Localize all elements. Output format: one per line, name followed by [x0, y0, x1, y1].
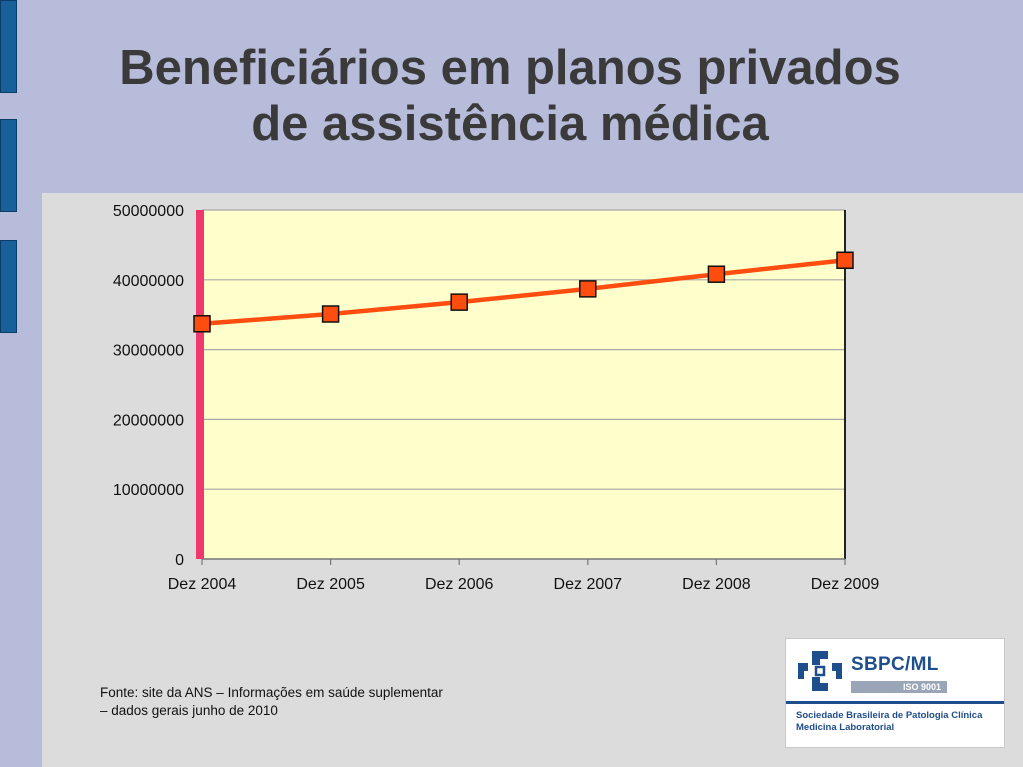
logo-iso-badge: ISO 9001 — [851, 681, 947, 693]
logo-divider — [786, 701, 1004, 704]
y-tick-label: 40000000 — [113, 273, 184, 290]
source-note-line1: Fonte: site da ANS – Informações em saúd… — [100, 685, 443, 700]
logo-subtitle-line1: Sociedade Brasileira de Patologia Clínic… — [796, 710, 983, 721]
slide-title-line2: de assistência médica — [251, 97, 769, 151]
x-tick-label: Dez 2004 — [168, 576, 237, 593]
y-tick-label: 30000000 — [113, 343, 184, 360]
y-tick-label: 10000000 — [113, 482, 184, 499]
x-tick-label: Dez 2007 — [554, 576, 623, 593]
sbpc-emblem-icon — [798, 651, 842, 691]
data-point-marker — [450, 293, 468, 311]
x-tick-label: Dez 2006 — [425, 576, 494, 593]
x-tick-label: Dez 2009 — [811, 576, 880, 593]
y-axis-bar — [196, 210, 204, 559]
x-tick-label: Dez 2005 — [296, 576, 365, 593]
y-tick-label: 50000000 — [113, 203, 184, 220]
line-chart: 0 10000000 20000000 30000000 40000000 5000000… — [113, 203, 880, 593]
y-tick-label: 20000000 — [113, 412, 184, 429]
x-tick-label: Dez 2008 — [682, 576, 751, 593]
sbpc-logo: SBPC/ML ISO 9001 Sociedade Brasileira de… — [785, 638, 1005, 748]
source-note: Fonte: site da ANS – Informações em saúd… — [100, 684, 520, 720]
side-tab-middle — [0, 119, 17, 212]
data-point-marker — [321, 305, 340, 323]
logo-subtitle: Sociedade Brasileira de Patologia Clínic… — [796, 710, 1001, 734]
data-point-marker — [707, 265, 726, 283]
data-point-marker — [579, 280, 597, 298]
logo-name: SBPC/ML — [851, 654, 939, 675]
side-tab-bottom — [0, 240, 17, 333]
plot-area — [202, 210, 845, 559]
data-point-marker — [193, 315, 211, 333]
series-line — [201, 258, 846, 327]
slide-title-line1: Beneficiários em planos privados — [119, 41, 901, 95]
y-tick-label: 0 — [175, 552, 184, 569]
data-point-marker — [836, 251, 854, 270]
slide-title: Beneficiários em planos privados de assi… — [30, 40, 990, 152]
side-tab-top — [0, 0, 17, 93]
content-panel: 0 10000000 20000000 30000000 40000000 5000000… — [42, 193, 1023, 767]
source-note-line2: – dados gerais junho de 2010 — [100, 703, 278, 718]
logo-subtitle-line2: Medicina Laboratorial — [796, 722, 895, 733]
